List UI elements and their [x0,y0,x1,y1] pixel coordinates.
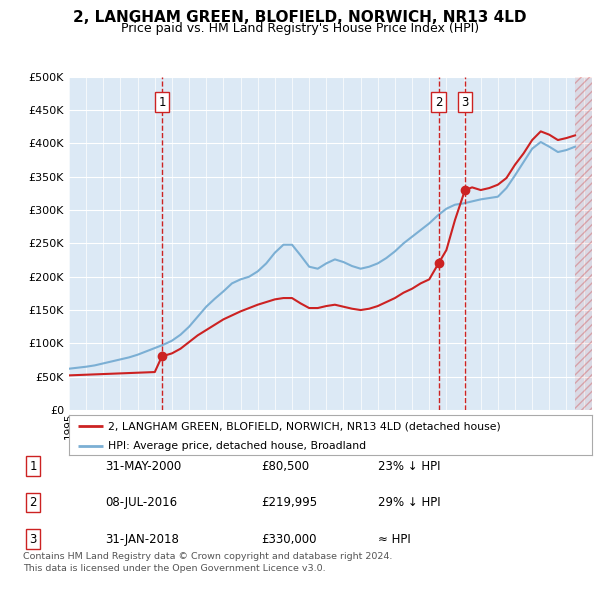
Text: 3: 3 [29,533,37,546]
Text: 31-MAY-2000: 31-MAY-2000 [105,460,181,473]
Text: 08-JUL-2016: 08-JUL-2016 [105,496,177,509]
Text: Price paid vs. HM Land Registry's House Price Index (HPI): Price paid vs. HM Land Registry's House … [121,22,479,35]
Text: 2: 2 [29,496,37,509]
Text: 31-JAN-2018: 31-JAN-2018 [105,533,179,546]
Text: 23% ↓ HPI: 23% ↓ HPI [378,460,440,473]
Text: 2, LANGHAM GREEN, BLOFIELD, NORWICH, NR13 4LD: 2, LANGHAM GREEN, BLOFIELD, NORWICH, NR1… [73,10,527,25]
Bar [575,77,592,410]
Text: £219,995: £219,995 [261,496,317,509]
Text: 1: 1 [29,460,37,473]
Text: ≈ HPI: ≈ HPI [378,533,411,546]
Text: 2: 2 [435,96,442,109]
Text: Contains HM Land Registry data © Crown copyright and database right 2024.
This d: Contains HM Land Registry data © Crown c… [23,552,392,573]
Text: 2, LANGHAM GREEN, BLOFIELD, NORWICH, NR13 4LD (detached house): 2, LANGHAM GREEN, BLOFIELD, NORWICH, NR1… [108,421,501,431]
Text: 3: 3 [461,96,469,109]
Text: HPI: Average price, detached house, Broadland: HPI: Average price, detached house, Broa… [108,441,367,451]
Text: £80,500: £80,500 [261,460,309,473]
Text: 1: 1 [158,96,166,109]
Text: 29% ↓ HPI: 29% ↓ HPI [378,496,440,509]
Text: £330,000: £330,000 [261,533,317,546]
